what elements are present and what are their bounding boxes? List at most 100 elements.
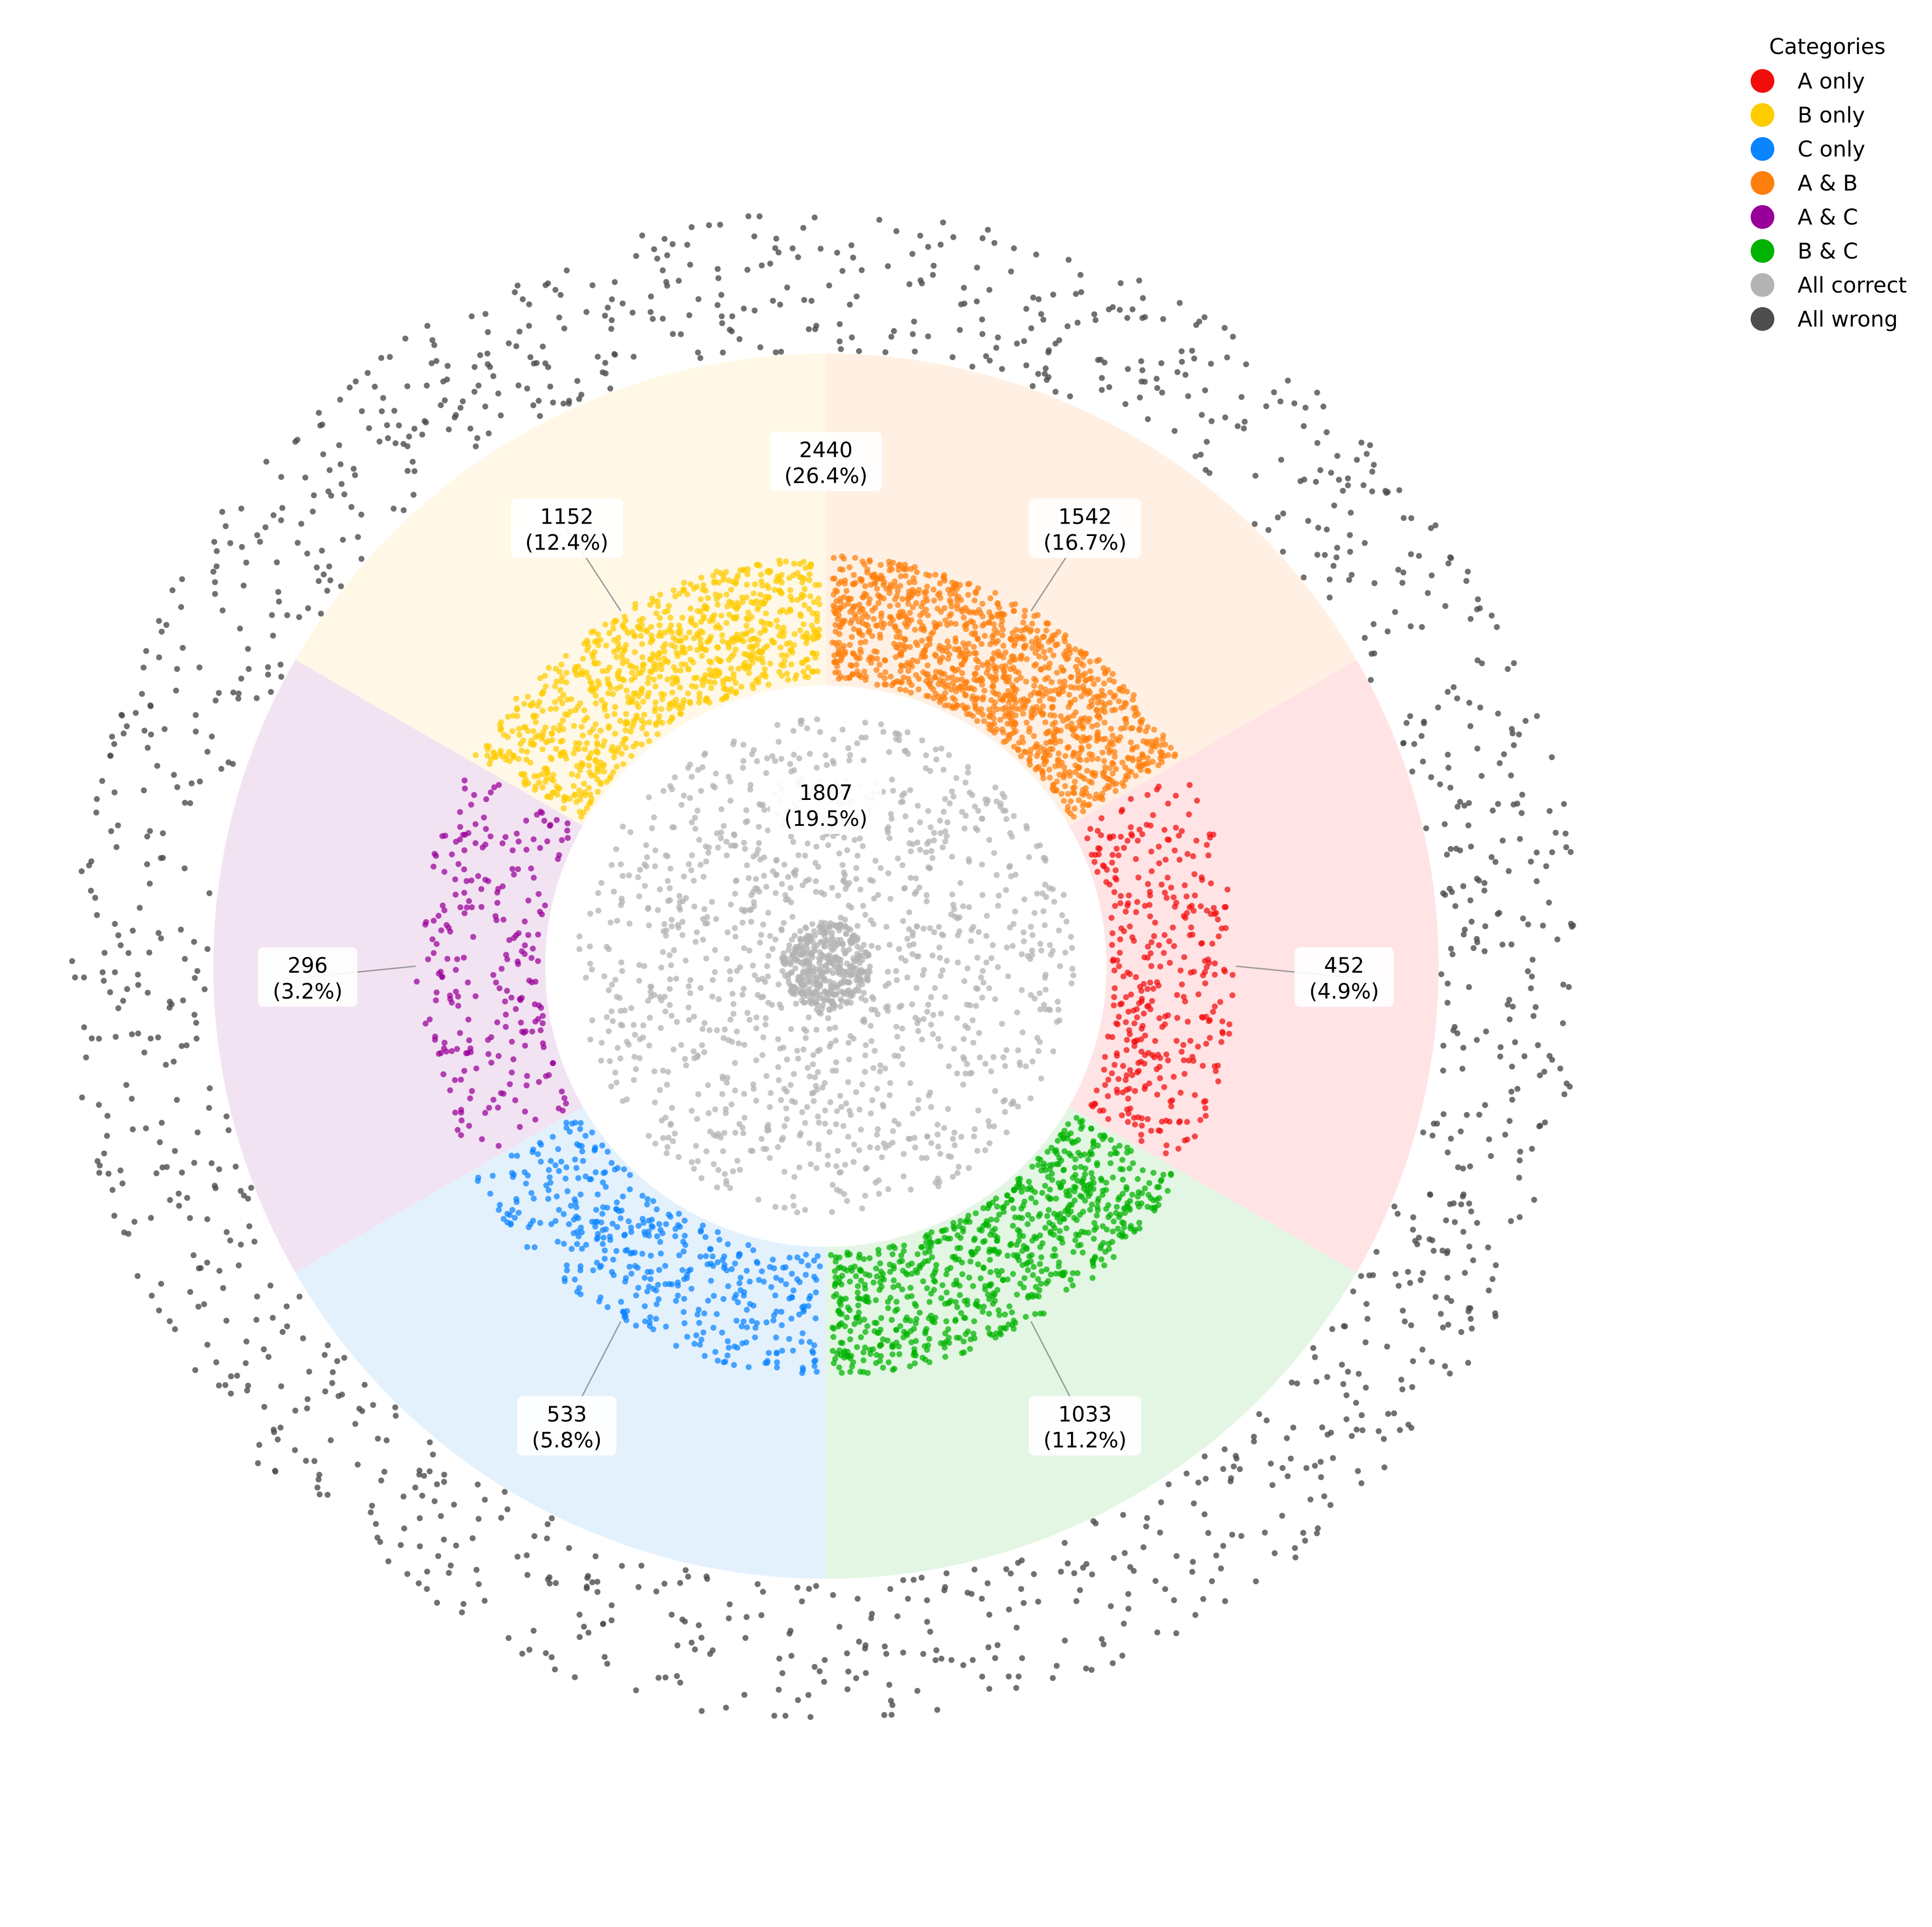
point-b_only <box>521 771 527 777</box>
point-c_only <box>675 1292 681 1299</box>
point-a_b <box>1021 645 1027 651</box>
point-all-wrong <box>184 1042 190 1049</box>
point-a_only <box>1170 894 1177 900</box>
point-all-wrong <box>826 282 832 289</box>
point-a_b <box>892 583 898 589</box>
point-a_b <box>1107 765 1113 771</box>
point-c_only <box>626 1264 633 1270</box>
point-a_b <box>959 650 965 656</box>
point-a_b <box>1086 778 1093 785</box>
point-b_only <box>621 647 628 654</box>
point-all-wrong <box>423 419 429 426</box>
point-all-wrong <box>248 1185 254 1191</box>
point-all-wrong <box>433 358 439 364</box>
point-all-wrong <box>1410 1226 1416 1233</box>
point-all-wrong <box>277 661 284 668</box>
point-all-wrong <box>1366 1272 1373 1279</box>
point-all-wrong <box>1165 1481 1172 1488</box>
point-a_only <box>1126 892 1132 899</box>
point-a_only <box>1203 1112 1209 1119</box>
point-a_only <box>1174 1015 1181 1021</box>
point-c_only <box>794 1254 801 1260</box>
point-all-wrong <box>216 1382 222 1389</box>
point-all-wrong <box>1353 1400 1359 1406</box>
point-all-wrong <box>220 1285 226 1291</box>
point-a_b <box>923 643 930 649</box>
point-b_only <box>791 631 798 637</box>
point-c_only <box>509 1152 515 1159</box>
point-all-wrong <box>1235 423 1241 429</box>
point-c_only <box>521 1169 528 1176</box>
point-all-wrong <box>105 1170 112 1177</box>
point-all-wrong <box>1285 377 1291 384</box>
point-a_c <box>531 874 537 881</box>
point-b_only <box>652 683 659 690</box>
point-c_only <box>715 1259 721 1265</box>
point-b_only <box>527 759 534 766</box>
point-a_c <box>510 847 516 853</box>
point-c_only <box>556 1168 562 1174</box>
point-all-wrong <box>1008 268 1014 275</box>
point-a_b <box>979 613 986 620</box>
point-b_c <box>933 1261 939 1268</box>
point-all-wrong <box>120 998 126 1004</box>
point-a_b <box>1073 709 1079 716</box>
point-b_only <box>513 695 519 702</box>
point-a_only <box>1197 1117 1204 1123</box>
point-all-wrong <box>476 1516 482 1522</box>
point-a_b <box>1020 710 1026 717</box>
point-b_only <box>605 680 611 687</box>
point-all-wrong <box>1028 325 1034 331</box>
point-all-wrong <box>145 989 151 996</box>
point-c_only <box>596 1298 602 1305</box>
point-a_b <box>1011 743 1018 750</box>
point-a_c <box>457 904 464 911</box>
point-b_only <box>682 634 689 641</box>
point-all-wrong <box>844 1650 850 1657</box>
point-b_only <box>673 649 680 656</box>
point-a_b <box>865 600 872 607</box>
point-all-wrong <box>1183 1470 1190 1477</box>
point-c_only <box>562 1176 569 1182</box>
point-all-wrong <box>674 1673 680 1679</box>
point-a_b <box>1043 740 1049 747</box>
point-c_only <box>738 1323 745 1329</box>
point-all-wrong <box>191 1252 196 1258</box>
point-c_only <box>639 1251 646 1257</box>
point-a_only <box>1156 844 1162 850</box>
point-all-wrong <box>1501 751 1507 757</box>
point-all-wrong <box>94 912 100 918</box>
point-c_only <box>790 1347 796 1354</box>
point-all-wrong <box>1339 1361 1345 1368</box>
point-all-wrong <box>743 1614 750 1620</box>
point-a_only <box>1154 1091 1161 1098</box>
point-c_only <box>681 1217 688 1224</box>
point-all-wrong <box>758 1612 764 1618</box>
point-a_only <box>1156 1063 1163 1070</box>
point-all-wrong <box>1466 1243 1473 1250</box>
point-b_only <box>685 666 692 672</box>
point-b_only <box>612 730 619 737</box>
point-all-wrong <box>222 1382 228 1388</box>
point-a_b <box>962 622 969 628</box>
point-all-wrong <box>410 492 417 498</box>
point-all-wrong <box>375 1435 381 1442</box>
point-c_only <box>761 1278 767 1285</box>
point-b_c <box>1019 1248 1026 1254</box>
point-all-wrong <box>269 1314 276 1321</box>
point-all-wrong <box>1468 919 1475 925</box>
point-all-wrong <box>552 1666 558 1673</box>
point-all-wrong <box>265 671 272 678</box>
point-c_only <box>605 1304 611 1311</box>
point-a_b <box>871 571 878 578</box>
point-b_only <box>576 787 582 793</box>
point-a_only <box>1114 845 1120 852</box>
point-all-wrong <box>1460 1229 1467 1235</box>
point-all-wrong <box>1361 635 1368 641</box>
point-b_c <box>1009 1309 1015 1315</box>
point-b_only <box>655 603 661 609</box>
point-all-wrong <box>1007 1570 1014 1577</box>
point-c_only <box>546 1167 552 1173</box>
point-all-wrong <box>191 1012 198 1018</box>
point-a_b <box>1087 735 1093 741</box>
